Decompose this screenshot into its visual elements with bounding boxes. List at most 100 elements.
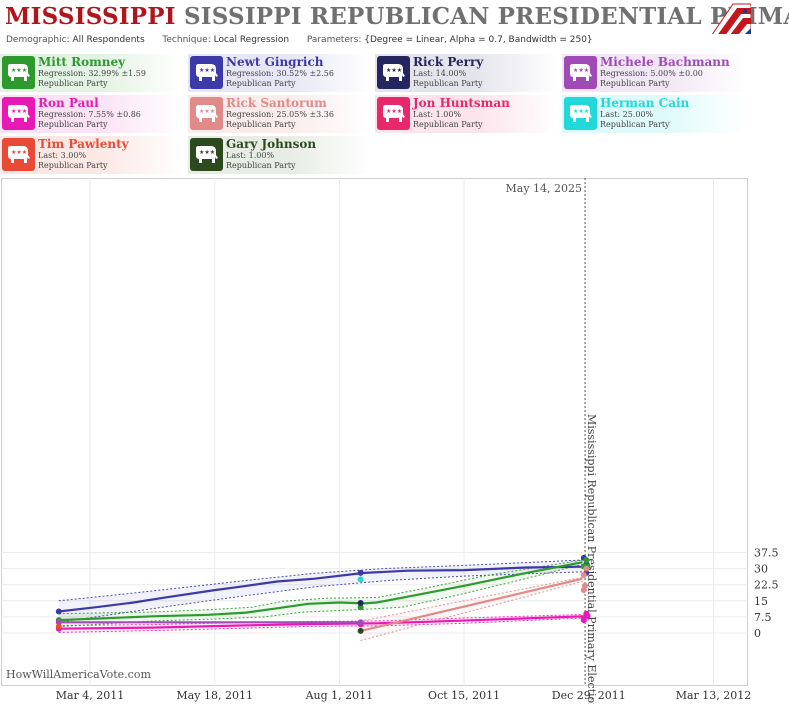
- poll-point-michele-bachmann: [55, 619, 62, 626]
- y-tick-label: 15: [754, 595, 768, 608]
- parameters-bar: Demographic: All Respondents Technique: …: [6, 35, 593, 45]
- legend-party: Republican Party: [600, 79, 670, 88]
- confidence-band: [58, 560, 583, 627]
- legend-party: Republican Party: [226, 161, 296, 170]
- elephant-icon: ★★★: [2, 138, 35, 171]
- legend-name: Newt Gingrich: [226, 55, 324, 69]
- confidence-band: [360, 577, 583, 641]
- legend-party: Republican Party: [413, 120, 483, 129]
- legend-name: Herman Cain: [600, 96, 690, 110]
- band-upper: [58, 559, 583, 615]
- chart: 0 7.5 15 22.5 30 37.5 Mar 4, 2011 May 18, 2011 A…: [1, 178, 779, 704]
- watermark: HowWillAmericaVote.com: [6, 668, 151, 681]
- legend-name: Rick Perry: [413, 55, 484, 69]
- y-tick-label: 7.5: [754, 611, 772, 624]
- poll-point-gary-johnson: [357, 627, 364, 634]
- y-tick-label: 30: [754, 563, 768, 576]
- svg-text:★★★: ★★★: [11, 67, 27, 74]
- band-upper: [360, 576, 583, 622]
- legend-party: Republican Party: [38, 79, 108, 88]
- band-upper: [58, 559, 583, 602]
- page-title: MISSISSIPPI SISSIPPI REPUBLICAN PRESIDEN…: [5, 3, 789, 30]
- elephant-icon: ★★★: [190, 56, 223, 89]
- legend-name: Jon Huntsman: [413, 96, 510, 110]
- legend-stat: Last: 25.00%: [600, 110, 654, 119]
- poll-point-rick-santorum: [583, 565, 590, 572]
- svg-text:★★★: ★★★: [386, 67, 402, 74]
- poll-point-newt-gingrich: [357, 569, 364, 576]
- legend-stat: Regression: 30.52% ±2.56: [226, 69, 334, 78]
- legend-stat: Last: 1.00%: [413, 110, 462, 119]
- elephant-icon: ★★★: [190, 97, 223, 130]
- poll-point-mitt-romney: [357, 604, 364, 611]
- legend-item-jon-huntsman[interactable]: ★★★ Jon Huntsman Last: 1.00% Republican Par…: [375, 95, 558, 133]
- legend-party: Republican Party: [226, 120, 296, 129]
- trend-line-rick-santorum: [360, 577, 583, 632]
- poll-point-mitt-romney: [583, 557, 590, 564]
- demographic-label: Demographic:: [6, 35, 70, 45]
- candidate-legend: ★★★ Mitt Romney Regression: 32.99% ±1.59 Re…: [0, 54, 789, 174]
- poll-point-newt-gingrich: [55, 608, 62, 615]
- svg-text:★★★: ★★★: [573, 67, 589, 74]
- legend-party: Republican Party: [38, 120, 108, 129]
- elephant-icon: ★★★: [564, 97, 597, 130]
- x-tick-label: Mar 4, 2011: [56, 689, 125, 702]
- x-tick-label: May 18, 2011: [176, 689, 253, 702]
- legend-stat: Last: 1.00%: [226, 151, 275, 160]
- confidence-band: [58, 560, 583, 623]
- legend-stat: Regression: 5.00% ±0.00: [600, 69, 703, 78]
- trend-line-mitt-romney: [58, 561, 583, 622]
- trend-line-newt-gingrich: [58, 565, 583, 613]
- title-rest: SISSIPPI REPUBLICAN PRESIDENTIAL PRIMARY…: [183, 3, 789, 30]
- parameters-label: Parameters:: [306, 35, 362, 45]
- legend-name: Rick Santorum: [226, 96, 327, 110]
- legend-stat: Regression: 7.55% ±0.86: [38, 110, 141, 119]
- band-lower: [58, 563, 583, 628]
- band-upper: [58, 614, 583, 626]
- title-state: MISSISSIPPI: [5, 3, 176, 30]
- legend-item-rick-perry[interactable]: ★★★ Rick Perry Last: 14.00% Republican Part…: [375, 54, 558, 92]
- y-tick-label: 22.5: [754, 579, 779, 592]
- y-tick-label: 0: [754, 627, 761, 640]
- election-label: Mississippi Republican Presidential Prim…: [585, 414, 598, 704]
- legend-name: Tim Pawlenty: [38, 137, 129, 151]
- legend-item-gary-johnson[interactable]: ★★★ Gary Johnson Last: 1.00% Republican Par…: [188, 136, 371, 174]
- band-lower: [58, 571, 583, 623]
- poll-point-rick-santorum: [580, 572, 587, 579]
- legend-stat: Last: 3.00%: [38, 151, 87, 160]
- elephant-icon: ★★★: [2, 56, 35, 89]
- trend-line-ron-paul: [58, 615, 583, 630]
- x-tick-label: Dec 29, 2011: [552, 689, 626, 702]
- flag-logo-icon: [711, 3, 751, 34]
- elephant-icon: ★★★: [377, 97, 410, 130]
- parameters-value: {Degree = Linear, Alpha = 0.7, Bandwidth…: [364, 35, 593, 45]
- svg-text:★★★: ★★★: [199, 149, 215, 156]
- poll-point-michele-bachmann: [357, 619, 364, 626]
- legend-item-tim-pawlenty[interactable]: ★★★ Tim Pawlenty Last: 3.00% Republican Par…: [0, 136, 183, 174]
- legend-stat: Regression: 25.05% ±3.36: [226, 110, 334, 119]
- legend-party: Republican Party: [38, 161, 108, 170]
- legend-item-michele-bachmann[interactable]: ★★★ Michele Bachmann Regression: 5.00% ±0.…: [562, 54, 745, 92]
- legend-item-herman-cain[interactable]: ★★★ Herman Cain Last: 25.00% Republican Par…: [562, 95, 745, 133]
- legend-item-newt-gingrich[interactable]: ★★★ Newt Gingrich Regression: 30.52% ±2.56…: [188, 54, 371, 92]
- x-tick-label: Aug 1, 2011: [305, 689, 374, 702]
- poll-point-herman-cain: [357, 576, 364, 583]
- y-tick-label: 37.5: [754, 546, 779, 559]
- elephant-icon: ★★★: [2, 97, 35, 130]
- poll-point-rick-santorum: [580, 587, 587, 594]
- svg-text:★★★: ★★★: [386, 108, 402, 115]
- svg-text:★★★: ★★★: [11, 149, 27, 156]
- svg-text:★★★: ★★★: [199, 67, 215, 74]
- svg-text:★★★: ★★★: [573, 108, 589, 115]
- legend-name: Ron Paul: [38, 96, 99, 110]
- legend-item-rick-santorum[interactable]: ★★★ Rick Santorum Regression: 25.05% ±3.36…: [188, 95, 371, 133]
- title-bar: MISSISSIPPI SISSIPPI REPUBLICAN PRESIDEN…: [0, 0, 789, 34]
- technique-value: Local Regression: [213, 35, 290, 45]
- legend-name: Mitt Romney: [38, 55, 126, 69]
- legend-party: Republican Party: [226, 79, 296, 88]
- poll-point-ron-paul: [580, 617, 587, 624]
- band-lower: [58, 617, 583, 633]
- legend-item-ron-paul[interactable]: ★★★ Ron Paul Regression: 7.55% ±0.86 Republ…: [0, 95, 183, 133]
- elephant-icon: ★★★: [377, 56, 410, 89]
- legend-item-mitt-romney[interactable]: ★★★ Mitt Romney Regression: 32.99% ±1.59 Re…: [0, 54, 183, 92]
